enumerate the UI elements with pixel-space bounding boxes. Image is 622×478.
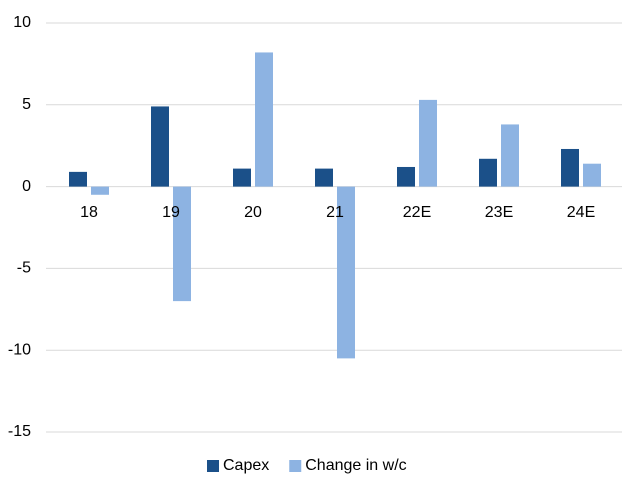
legend-label: Capex	[223, 457, 269, 474]
legend: Capex Change in w/c	[207, 457, 407, 474]
bar	[91, 186, 109, 195]
bar	[69, 171, 87, 187]
bar	[255, 52, 273, 187]
y-tick-label: -5	[17, 260, 31, 277]
x-tick-label: 24E	[567, 204, 595, 221]
bar	[337, 186, 355, 359]
bar	[501, 124, 519, 187]
bar	[583, 163, 601, 187]
legend-swatch	[207, 460, 219, 472]
bar	[397, 166, 415, 187]
bar	[315, 168, 333, 187]
bar	[151, 106, 169, 187]
y-tick-label: 5	[22, 96, 31, 113]
y-tick-label: -15	[8, 423, 31, 440]
legend-label: Change in w/c	[305, 457, 406, 474]
y-tick-label: 10	[13, 14, 31, 31]
x-tick-label: 20	[244, 204, 262, 221]
bar	[173, 186, 191, 302]
x-tick-label: 21	[326, 204, 344, 221]
bar	[233, 168, 251, 187]
y-tick-label: -10	[8, 341, 31, 358]
bar	[561, 148, 579, 187]
legend-swatch	[289, 460, 302, 472]
x-tick-label: 22E	[403, 204, 431, 221]
y-tick-label: 0	[22, 178, 31, 195]
bar	[419, 99, 437, 187]
bar	[479, 158, 497, 187]
x-tick-label: 19	[162, 204, 180, 221]
x-tick-label: 18	[80, 204, 98, 221]
x-tick-label: 23E	[485, 204, 513, 221]
